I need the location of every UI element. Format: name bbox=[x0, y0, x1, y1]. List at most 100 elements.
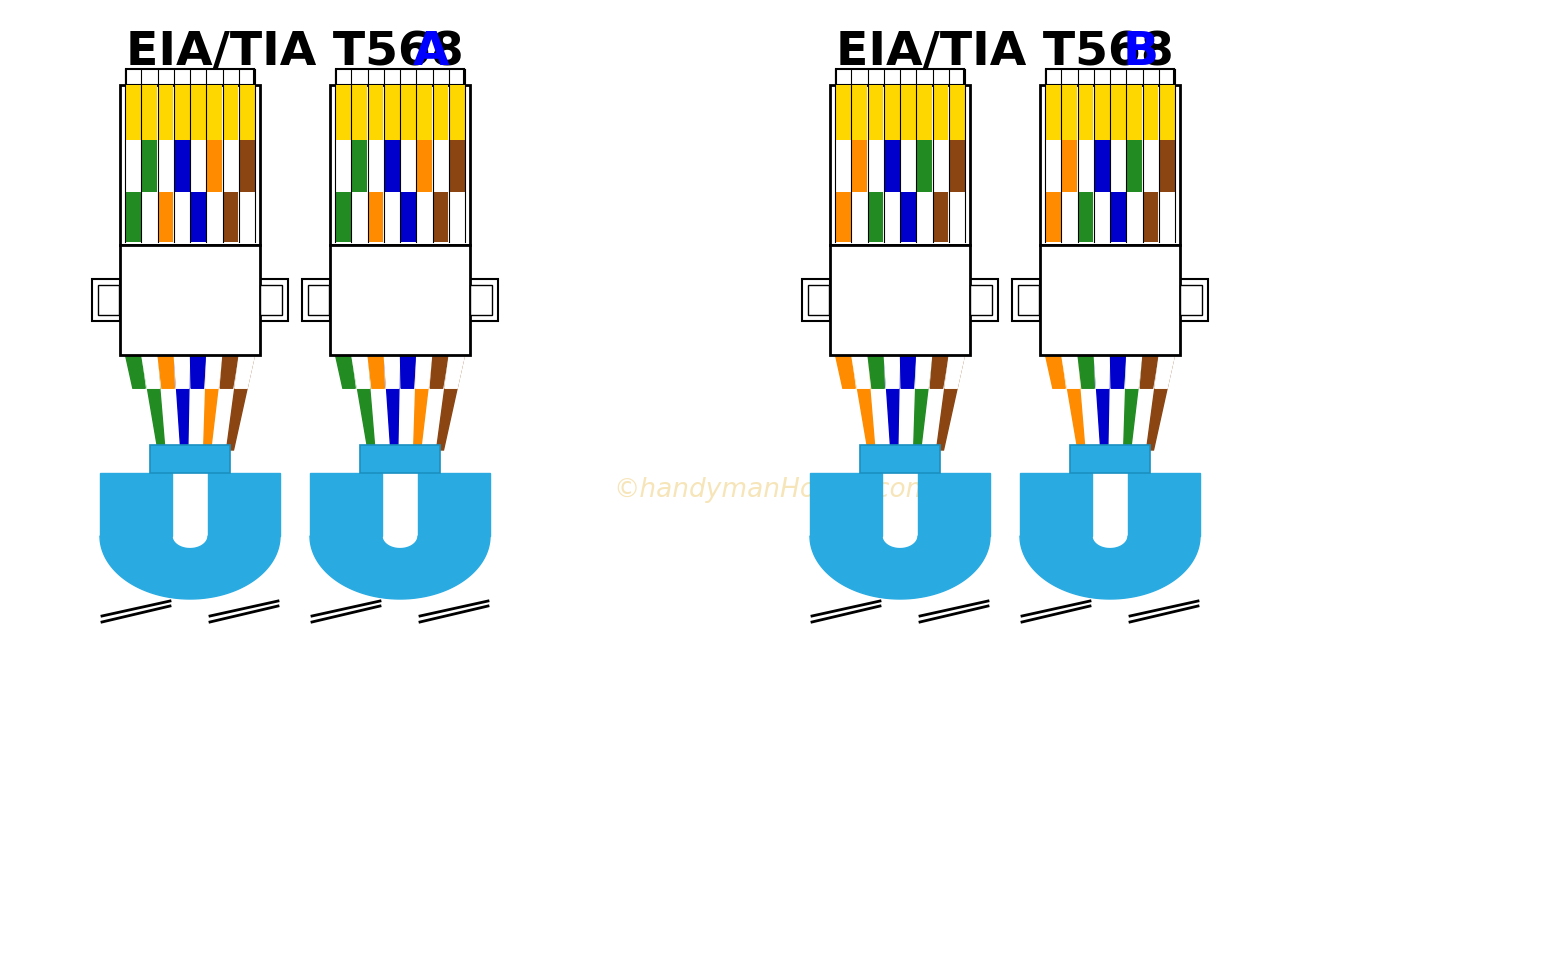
Polygon shape bbox=[1078, 355, 1096, 450]
Polygon shape bbox=[918, 473, 989, 536]
Polygon shape bbox=[1141, 355, 1158, 388]
Bar bbox=[1013, 279, 1040, 321]
Polygon shape bbox=[204, 355, 223, 450]
Bar bbox=[127, 69, 254, 85]
Bar bbox=[917, 88, 932, 242]
Polygon shape bbox=[311, 536, 490, 599]
Bar bbox=[360, 245, 441, 355]
Bar bbox=[352, 85, 366, 140]
Polygon shape bbox=[385, 355, 399, 388]
Polygon shape bbox=[175, 355, 190, 388]
Polygon shape bbox=[1135, 355, 1158, 450]
Bar bbox=[450, 88, 464, 242]
Bar bbox=[175, 88, 190, 242]
Polygon shape bbox=[100, 536, 280, 599]
Polygon shape bbox=[335, 355, 363, 450]
Polygon shape bbox=[158, 355, 176, 450]
Bar bbox=[335, 88, 351, 242]
Polygon shape bbox=[142, 355, 165, 450]
Bar bbox=[470, 285, 492, 315]
Bar bbox=[223, 85, 238, 140]
Polygon shape bbox=[227, 355, 255, 450]
Bar bbox=[417, 192, 431, 242]
Bar bbox=[969, 285, 993, 315]
Bar bbox=[932, 88, 948, 242]
Polygon shape bbox=[900, 355, 915, 450]
Bar bbox=[900, 192, 915, 242]
Bar bbox=[97, 285, 119, 315]
Polygon shape bbox=[385, 355, 399, 450]
Polygon shape bbox=[430, 355, 448, 388]
Polygon shape bbox=[945, 355, 965, 388]
Bar bbox=[1078, 88, 1093, 242]
Bar bbox=[308, 285, 329, 315]
Bar bbox=[335, 85, 351, 140]
Polygon shape bbox=[1062, 355, 1085, 450]
Bar bbox=[352, 88, 366, 242]
Polygon shape bbox=[190, 355, 206, 450]
Bar bbox=[900, 88, 915, 242]
Bar bbox=[368, 88, 383, 242]
Bar bbox=[207, 88, 223, 242]
Bar bbox=[1017, 285, 1040, 315]
Bar bbox=[240, 88, 255, 242]
Bar bbox=[917, 85, 932, 140]
Bar bbox=[97, 285, 121, 315]
Polygon shape bbox=[158, 355, 175, 388]
Polygon shape bbox=[311, 599, 382, 631]
Bar bbox=[949, 85, 965, 140]
Bar bbox=[223, 88, 238, 242]
Bar bbox=[260, 285, 281, 315]
Polygon shape bbox=[220, 355, 238, 388]
Polygon shape bbox=[867, 355, 886, 450]
Bar bbox=[240, 85, 255, 140]
Polygon shape bbox=[810, 536, 989, 599]
Bar bbox=[917, 192, 932, 242]
Polygon shape bbox=[100, 473, 172, 536]
Bar bbox=[860, 245, 940, 355]
Polygon shape bbox=[417, 473, 490, 536]
Bar bbox=[884, 85, 900, 140]
Polygon shape bbox=[436, 355, 464, 450]
Bar bbox=[830, 245, 969, 355]
Bar bbox=[329, 245, 470, 355]
Bar bbox=[1078, 85, 1093, 140]
Bar bbox=[1095, 85, 1110, 140]
Bar bbox=[852, 192, 867, 242]
Polygon shape bbox=[125, 355, 145, 388]
Bar bbox=[1110, 192, 1125, 242]
Polygon shape bbox=[1129, 473, 1200, 536]
Bar bbox=[830, 85, 969, 245]
Bar bbox=[1127, 88, 1142, 242]
Polygon shape bbox=[209, 599, 280, 631]
Polygon shape bbox=[175, 355, 190, 450]
Bar bbox=[125, 88, 141, 242]
Bar bbox=[1045, 192, 1061, 242]
Bar bbox=[867, 85, 883, 140]
Polygon shape bbox=[100, 599, 172, 631]
Bar bbox=[190, 88, 206, 242]
Polygon shape bbox=[125, 355, 153, 450]
Bar bbox=[368, 192, 383, 242]
Bar bbox=[852, 88, 867, 242]
Bar bbox=[150, 445, 230, 473]
Bar bbox=[1142, 85, 1158, 140]
Bar bbox=[932, 85, 948, 140]
Bar bbox=[240, 192, 255, 242]
Bar bbox=[175, 85, 190, 140]
Polygon shape bbox=[810, 473, 883, 536]
Bar bbox=[385, 192, 399, 242]
Polygon shape bbox=[884, 355, 900, 450]
Bar bbox=[400, 85, 416, 140]
Polygon shape bbox=[1110, 355, 1125, 388]
Polygon shape bbox=[1020, 599, 1091, 631]
Bar bbox=[949, 88, 965, 242]
Polygon shape bbox=[1062, 355, 1079, 388]
Bar bbox=[1160, 85, 1175, 140]
Polygon shape bbox=[368, 355, 386, 450]
Bar bbox=[835, 88, 850, 242]
Polygon shape bbox=[1095, 355, 1110, 450]
Bar bbox=[1095, 192, 1110, 242]
Bar bbox=[867, 88, 883, 242]
Bar bbox=[433, 85, 448, 140]
